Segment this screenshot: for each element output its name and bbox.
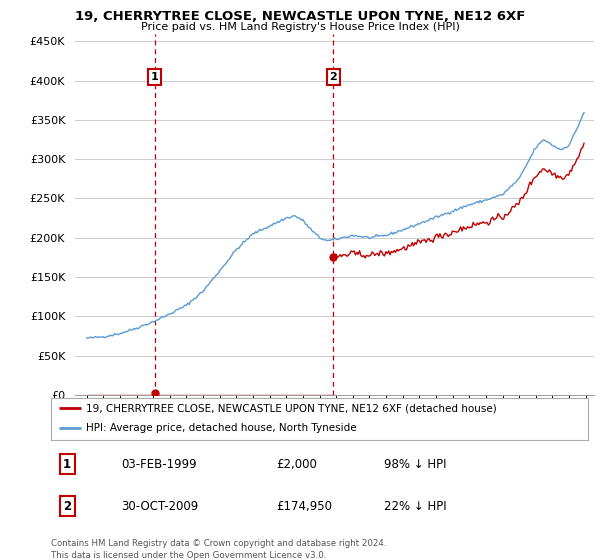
Text: 19, CHERRYTREE CLOSE, NEWCASTLE UPON TYNE, NE12 6XF: 19, CHERRYTREE CLOSE, NEWCASTLE UPON TYN… [75,10,525,23]
Text: 1: 1 [63,458,71,471]
Point [150,389,160,398]
Text: £174,950: £174,950 [277,500,332,513]
Text: 22% ↓ HPI: 22% ↓ HPI [384,500,446,513]
Text: Price paid vs. HM Land Registry's House Price Index (HPI): Price paid vs. HM Land Registry's House … [140,22,460,32]
Text: HPI: Average price, detached house, North Tyneside: HPI: Average price, detached house, Nort… [86,423,356,433]
Text: 03-FEB-1999: 03-FEB-1999 [121,458,196,471]
Point [329,253,338,262]
Text: 2: 2 [63,500,71,513]
Text: Contains HM Land Registry data © Crown copyright and database right 2024.
This d: Contains HM Land Registry data © Crown c… [51,539,386,559]
Text: 2: 2 [329,72,337,82]
Text: 19, CHERRYTREE CLOSE, NEWCASTLE UPON TYNE, NE12 6XF (detached house): 19, CHERRYTREE CLOSE, NEWCASTLE UPON TYN… [86,403,497,413]
Text: 98% ↓ HPI: 98% ↓ HPI [384,458,446,471]
Text: 1: 1 [151,72,158,82]
Text: 30-OCT-2009: 30-OCT-2009 [121,500,198,513]
Text: £2,000: £2,000 [277,458,317,471]
